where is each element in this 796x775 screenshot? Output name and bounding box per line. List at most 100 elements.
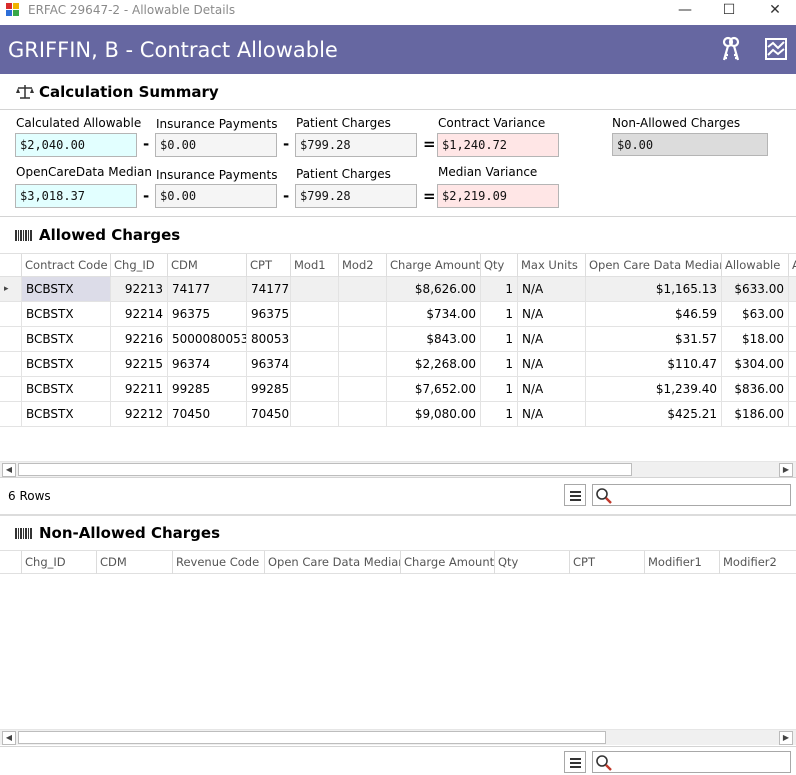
scroll-left-arrow[interactable]: ◀ — [2, 731, 16, 745]
table-cell[interactable]: $186.00 — [722, 402, 789, 426]
grid-menu-button[interactable] — [564, 751, 586, 773]
column-header[interactable]: CPT — [247, 254, 291, 277]
column-header[interactable]: Chg_ID — [111, 254, 168, 277]
table-cell[interactable] — [789, 302, 796, 326]
table-cell[interactable]: 74177 — [168, 277, 247, 301]
table-cell[interactable]: BCBSTX — [22, 277, 111, 301]
table-cell[interactable]: $425.21 — [586, 402, 722, 426]
table-cell[interactable]: N/A — [518, 352, 586, 376]
table-cell[interactable]: $633.00 — [722, 277, 789, 301]
table-cell[interactable]: N/A — [518, 402, 586, 426]
column-header[interactable]: CPT — [570, 551, 645, 574]
table-cell[interactable]: 1 — [481, 402, 518, 426]
grid-menu-button[interactable] — [564, 484, 586, 506]
row-header-cell[interactable] — [0, 402, 22, 426]
row-header-cell[interactable] — [0, 377, 22, 401]
table-cell[interactable]: 1 — [481, 327, 518, 351]
table-cell[interactable]: BCBSTX — [22, 402, 111, 426]
table-row[interactable]: ▸ BCBSTX 92213 74177 74177 $8,626.00 1 N/A $1,16… — [0, 277, 796, 302]
table-cell[interactable]: 99285 — [168, 377, 247, 401]
column-header[interactable]: CDM — [168, 254, 247, 277]
table-cell[interactable]: $734.00 — [387, 302, 481, 326]
column-header[interactable]: Modifier2 — [723, 555, 777, 569]
table-cell[interactable]: BCBSTX — [22, 377, 111, 401]
column-header[interactable]: Contract Code — [22, 254, 111, 277]
table-cell[interactable]: 96374 — [247, 352, 291, 376]
table-cell[interactable]: 1 — [481, 302, 518, 326]
table-row[interactable]: BCBSTX 92211 99285 99285 $7,652.00 1 N/A $1,239… — [0, 377, 796, 402]
table-cell[interactable] — [339, 352, 387, 376]
scroll-right-arrow[interactable]: ▶ — [779, 731, 793, 745]
table-cell[interactable]: 96374 — [168, 352, 247, 376]
table-cell[interactable]: $836.00 — [722, 377, 789, 401]
table-cell[interactable]: $9,080.00 — [387, 402, 481, 426]
table-cell[interactable] — [291, 327, 339, 351]
table-cell[interactable]: N/A — [518, 302, 586, 326]
table-row[interactable]: BCBSTX 92215 96374 96374 $2,268.00 1 N/A $110.4… — [0, 352, 796, 377]
table-cell[interactable]: 96375 — [168, 302, 247, 326]
table-cell[interactable]: N/A — [518, 377, 586, 401]
table-cell[interactable] — [339, 377, 387, 401]
table-row[interactable]: BCBSTX 92214 96375 96375 $734.00 1 N/A $46.59 $6… — [0, 302, 796, 327]
row-header-cell[interactable]: ▸ — [0, 277, 22, 301]
table-cell[interactable]: 96375 — [247, 302, 291, 326]
table-cell[interactable]: $18.00 — [722, 327, 789, 351]
table-cell[interactable] — [291, 377, 339, 401]
table-cell[interactable]: $843.00 — [387, 327, 481, 351]
table-cell[interactable]: 5000080053 — [168, 327, 247, 351]
table-cell[interactable]: BCBSTX — [22, 302, 111, 326]
table-cell[interactable]: 92214 — [111, 302, 168, 326]
table-cell[interactable]: $2,268.00 — [387, 352, 481, 376]
table-cell[interactable]: 92215 — [111, 352, 168, 376]
allowed-search-input[interactable] — [592, 484, 791, 506]
table-cell[interactable] — [789, 402, 796, 426]
table-cell[interactable]: N/A — [518, 277, 586, 301]
table-cell[interactable]: 92212 — [111, 402, 168, 426]
column-header[interactable]: Revenue Code — [173, 551, 265, 574]
scroll-thumb[interactable] — [18, 463, 632, 476]
table-cell[interactable]: 92213 — [111, 277, 168, 301]
table-cell[interactable] — [789, 352, 796, 376]
maximize-button[interactable]: ☐ — [722, 2, 736, 18]
patient-charges-field[interactable]: $799.28 — [295, 133, 417, 157]
non-allowed-charges-field[interactable]: $0.00 — [612, 133, 768, 156]
insurance-payments-field[interactable]: $0.00 — [155, 133, 277, 157]
table-cell[interactable] — [339, 302, 387, 326]
row-header-cell[interactable] — [0, 352, 22, 376]
row-header-cell[interactable] — [0, 302, 22, 326]
horizontal-scrollbar[interactable]: ◀ ▶ — [0, 461, 796, 477]
insurance-payments-field-2[interactable]: $0.00 — [155, 184, 277, 208]
column-header[interactable]: Mod1 — [291, 254, 339, 277]
median-variance-field[interactable]: $2,219.09 — [437, 184, 559, 208]
column-header[interactable]: Charge Amount — [387, 254, 481, 277]
table-cell[interactable] — [291, 302, 339, 326]
table-cell[interactable]: $1,239.40 — [586, 377, 722, 401]
non-allowed-search-input[interactable] — [592, 751, 791, 773]
column-header[interactable]: Mod2 — [339, 254, 387, 277]
table-cell[interactable]: 92216 — [111, 327, 168, 351]
table-cell[interactable]: 1 — [481, 352, 518, 376]
table-cell[interactable] — [789, 327, 796, 351]
table-cell[interactable]: 92211 — [111, 377, 168, 401]
patient-charges-field-2[interactable]: $799.28 — [295, 184, 417, 208]
scroll-left-arrow[interactable]: ◀ — [2, 463, 16, 477]
column-header[interactable]: Qty — [481, 254, 518, 277]
keys-icon[interactable] — [720, 36, 742, 62]
column-header[interactable]: Qty — [495, 551, 570, 574]
table-cell[interactable] — [339, 277, 387, 301]
table-cell[interactable]: 80053 — [247, 327, 291, 351]
table-cell[interactable]: 1 — [481, 377, 518, 401]
table-cell[interactable]: $46.59 — [586, 302, 722, 326]
chart-image-icon[interactable] — [764, 37, 788, 61]
horizontal-scrollbar[interactable]: ◀ ▶ — [0, 729, 796, 745]
column-header[interactable]: Charge Amount — [401, 551, 495, 574]
table-cell[interactable]: 70450 — [247, 402, 291, 426]
table-row[interactable]: BCBSTX 92212 70450 70450 $9,080.00 1 N/A $425.2… — [0, 402, 796, 427]
minimize-button[interactable]: — — [678, 2, 692, 18]
table-cell[interactable]: $110.47 — [586, 352, 722, 376]
scroll-thumb[interactable] — [18, 731, 606, 744]
table-cell[interactable]: $8,626.00 — [387, 277, 481, 301]
contract-variance-field[interactable]: $1,240.72 — [437, 133, 559, 157]
table-cell[interactable] — [339, 327, 387, 351]
scroll-right-arrow[interactable]: ▶ — [779, 463, 793, 477]
